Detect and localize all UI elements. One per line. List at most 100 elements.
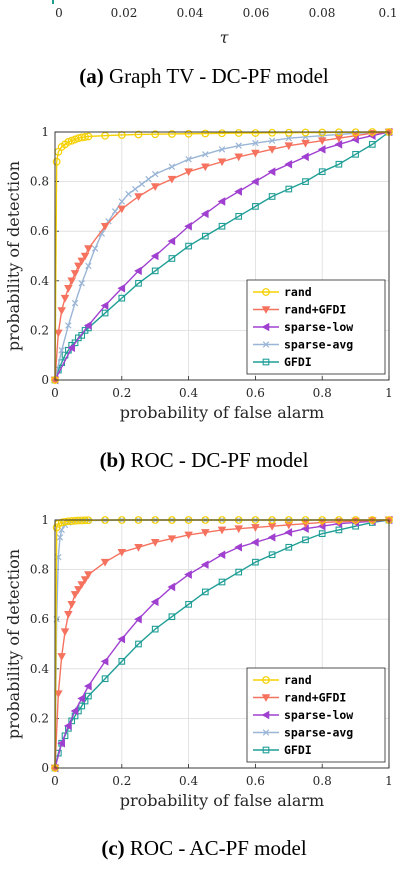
- chart-b-series-sparse-low-point-1: [67, 343, 75, 353]
- chart-c-ytick-1: 0.2: [30, 711, 49, 725]
- chart-b-series-rand-gfdi-point-5: [67, 277, 76, 286]
- chart-c-series-sparse-low-point-1: [57, 738, 65, 748]
- chart-c-series-sparse-low-point-14: [234, 543, 242, 552]
- chart-b-caption-tag: (b): [100, 448, 126, 472]
- chart-b-series-sparse-avg-line: [54, 131, 390, 381]
- chart-b-xlabel: probability of false alarm: [120, 403, 324, 422]
- chart-b-series-gfdi-point-12: [118, 294, 126, 302]
- panel-a-xtick-5: 0.1: [378, 6, 397, 20]
- chart-c-ytick-0: 0: [41, 761, 49, 775]
- chart-c-series-sparse-low-point-16: [267, 533, 276, 542]
- chart-c-series-rand-gfdi-point-18: [217, 526, 227, 535]
- chart-b-series-sparse-avg-point-2: [65, 322, 72, 329]
- chart-c-xtick-2: 0.4: [179, 774, 198, 788]
- chart-c-legend-sparse-low-label: sparse-low: [284, 708, 353, 722]
- chart-c-series-sparse-low-point-15: [250, 538, 259, 547]
- chart-b-series-rand-gfdi-point-8: [77, 257, 86, 266]
- chart-b-ytick-1: 0.2: [30, 323, 49, 337]
- chart-c-series-rand-gfdi-point-27: [368, 517, 377, 525]
- chart-b-series-rand-gfdi-point-12: [117, 205, 127, 214]
- chart-b-series-rand-point-11: [84, 132, 93, 141]
- chart-b-series-gfdi-point-17: [201, 232, 209, 240]
- chart-c-legend-sparse-avg-label: sparse-avg: [284, 726, 353, 740]
- chart-b-series-rand-gfdi-point-9: [80, 252, 90, 261]
- chart-b-series-sparse-low-point-8: [184, 221, 192, 231]
- chart-b-series-sparse-avg-point-6: [91, 245, 99, 252]
- chart-c-legend: rand rand+GFDI sparse-low sparse-avg GFDI: [246, 667, 386, 763]
- chart-c-series-gfdi-point-14: [151, 625, 159, 633]
- chart-c-series-rand-gfdi-point-11: [100, 558, 110, 567]
- chart-c-series-rand-gfdi-point-17: [201, 529, 210, 537]
- chart-b-series-group: [50, 127, 394, 385]
- chart-b-series-gfdi-point-14: [151, 267, 159, 275]
- chart-c-caption: (c) ROC - AC-PF model: [101, 836, 307, 860]
- chart-b-series-rand-point-10: [81, 133, 89, 141]
- chart-b-xtick-3: 0.6: [246, 386, 265, 400]
- chart-b-series-rand-gfdi-point-24: [317, 137, 327, 146]
- chart-b-series-sparse-low-point-7: [167, 236, 176, 246]
- chart-b-xtick-4: 0.8: [313, 386, 332, 400]
- chart-b-series-sparse-avg-point-1: [58, 347, 65, 354]
- chart-c-series-gfdi-point-13: [135, 640, 142, 648]
- chart-b-series-rand-gfdi-point-10: [84, 245, 93, 253]
- chart-b-series-sparse-low-point-15: [301, 152, 309, 162]
- chart-b-series-sparse-avg-point-7: [98, 230, 105, 237]
- chart-b-series-sparse-low-point-2: [83, 321, 92, 330]
- chart-b-series-sparse-avg-point-19: [218, 146, 226, 153]
- panel-a-xlabel: τ: [220, 28, 230, 47]
- chart-b-series-rand-point-19: [218, 129, 226, 138]
- chart-b-legend-rand-gfdi-marker: [261, 306, 271, 314]
- chart-b-series-sparse-low-point-10: [217, 197, 226, 206]
- chart-c-series-sparse-low-point-8: [134, 614, 142, 624]
- chart-b-series-rand-gfdi-point-20: [251, 149, 260, 158]
- chart-c-series-sparse-low-point-3: [70, 706, 79, 716]
- chart-c-xlabel: probability of false alarm: [120, 791, 324, 810]
- chart-c-legend-rand-marker: [262, 676, 270, 684]
- chart-c-xtick-3: 0.6: [246, 774, 265, 788]
- chart-b-series-sparse-low-point-12: [250, 177, 259, 186]
- chart-b-series-rand-point-23: [284, 128, 293, 137]
- chart-c-legend-rand-gfdi-marker: [261, 694, 271, 702]
- chart-b-series-rand-gfdi-point-14: [150, 183, 160, 191]
- chart-c-ytick-3: 0.6: [30, 612, 49, 626]
- chart-b-series-gfdi-point-19: [235, 212, 243, 220]
- chart-c-series-gfdi-point-10: [85, 692, 92, 700]
- chart-b-series-rand-gfdi-point-15: [167, 175, 177, 184]
- chart-b-series-sparse-avg-point-11: [125, 190, 132, 198]
- chart-c-series-gfdi-point-19: [235, 568, 243, 576]
- chart-b-series-rand-point-5: [64, 138, 73, 146]
- chart-b-series-sparse-avg-point-5: [85, 262, 92, 270]
- chart-b-legend-sparse-avg-marker: [262, 341, 270, 348]
- chart-b-series-rand-point-17: [184, 129, 193, 138]
- chart-b-ytick-0: 0: [41, 373, 49, 387]
- chart-c-series-rand-gfdi-point-13: [134, 544, 143, 552]
- chart-c-series-rand-gfdi-point-19: [234, 525, 243, 534]
- chart-roc-dc-pf: 0 0.2 0.4 0.6 0.8 1 0 0.2 0.4 0.6 0.8 1 probability …: [4, 125, 394, 472]
- chart-c-caption-text: ROC - AC-PF model: [125, 836, 307, 860]
- panel-a-xtick-0: 0: [55, 6, 63, 20]
- chart-c-series-rand-gfdi-point-3: [60, 628, 70, 637]
- chart-b-ytick-4: 0.8: [30, 175, 49, 189]
- chart-c-series-gfdi-point-16: [185, 600, 192, 608]
- chart-b-ytick-3: 0.6: [30, 224, 49, 238]
- chart-b-legend-gfdi-marker: [262, 358, 270, 366]
- chart-c-series-gfdi-point-24: [318, 530, 326, 537]
- chart-c-series-rand-gfdi-point-2: [57, 653, 66, 661]
- chart-b-series-gfdi-point-11: [101, 309, 109, 317]
- chart-b-series-sparse-avg-point-21: [252, 139, 259, 147]
- chart-b-axes-frame: [54, 131, 390, 381]
- chart-b-series-sparse-low-point-3: [100, 301, 109, 310]
- chart-c-series-gfdi-point-20: [252, 558, 259, 566]
- chart-b-series-rand-point-22: [268, 128, 277, 137]
- chart-b-series-sparse-avg-point-22: [268, 137, 276, 144]
- chart-b-series-sparse-low-point-11: [234, 187, 242, 196]
- chart-b-series-rand-gfdi-point-1: [54, 329, 63, 338]
- chart-c-series-sparse-low-point-13: [217, 550, 226, 559]
- chart-b-series-sparse-avg-point-12: [131, 185, 139, 193]
- chart-c-series-rand-gfdi-point-5: [67, 601, 76, 609]
- chart-b-series-sparse-low-point-14: [284, 159, 293, 169]
- chart-c-series-rand-gfdi-point-20: [251, 524, 260, 532]
- chart-b-legend-rand-marker: [262, 288, 270, 296]
- chart-b-series-rand-point-15: [151, 130, 160, 139]
- chart-c-series-sparse-low-point-9: [150, 597, 159, 607]
